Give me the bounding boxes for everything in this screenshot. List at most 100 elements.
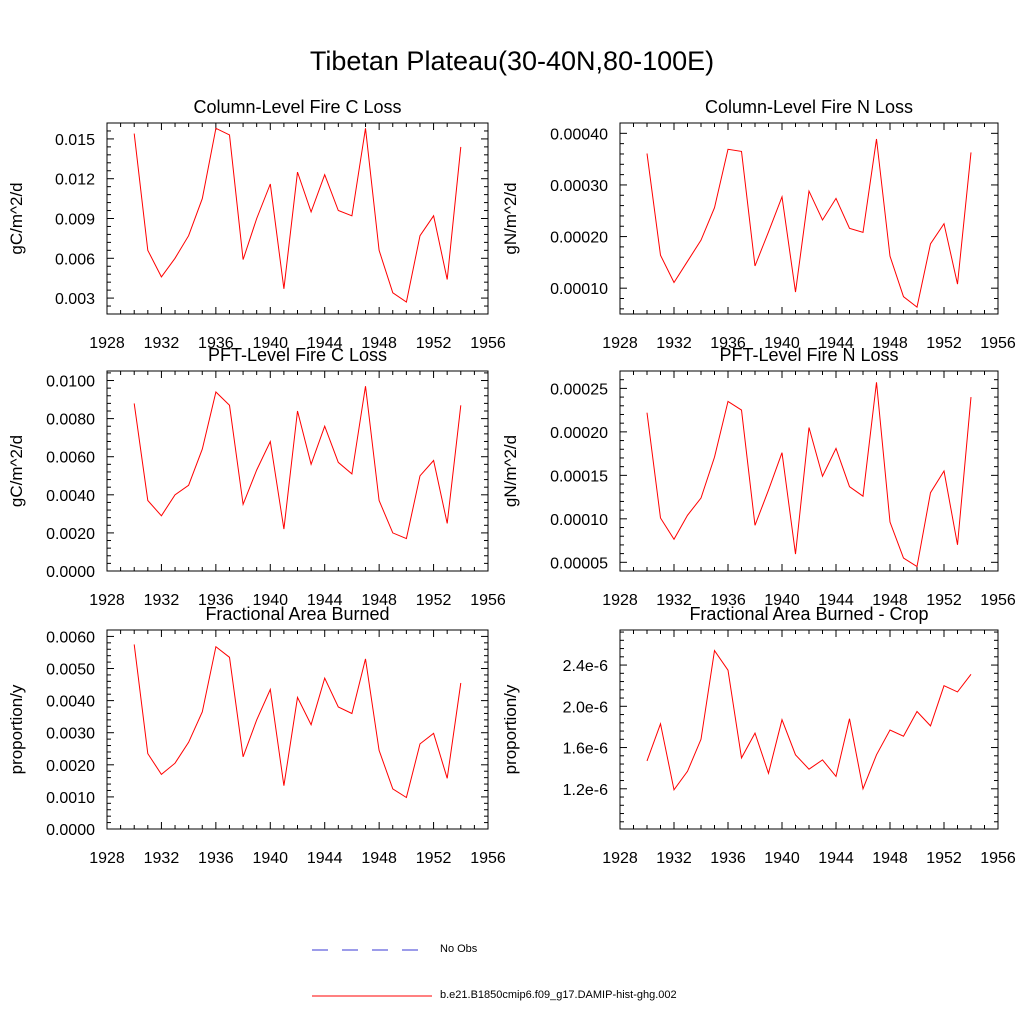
- y-axis-label: gC/m^2/d: [7, 182, 26, 254]
- x-tick-label: 1936: [198, 850, 234, 867]
- y-tick-label: 0.0060: [46, 629, 95, 646]
- y-tick-label: 0.0040: [46, 488, 95, 505]
- page-title: Tibetan Plateau(30-40N,80-100E): [309, 46, 715, 76]
- x-tick-label: 1932: [144, 335, 180, 352]
- chart-title: Fractional Area Burned: [205, 604, 389, 624]
- chart-panel-1: 1928 1932 1936 1940 1944 1948 1952 1956 0.003 0.0…: [7, 97, 506, 352]
- x-tick-label: 1944: [818, 335, 854, 352]
- x-tick-label: 1956: [470, 335, 506, 352]
- y-tick-label: 0.006: [55, 251, 95, 268]
- x-tick-label: 1956: [980, 335, 1016, 352]
- x-tick-label: 1932: [144, 850, 180, 867]
- x-tick-label: 1940: [764, 850, 800, 867]
- y-tick-label: 0.00030: [550, 178, 608, 195]
- y-axis-label: gN/m^2/d: [501, 435, 520, 507]
- y-tick-label: 0.009: [55, 212, 95, 229]
- x-tick-label: 1948: [872, 592, 908, 609]
- x-tick-label: 1952: [926, 335, 962, 352]
- x-tick-label: 1940: [764, 335, 800, 352]
- chart-panel-3: 1928 1932 1936 1940 1944 1948 1952 1956 0.0000 0.…: [7, 345, 506, 609]
- chart-title: PFT-Level Fire C Loss: [208, 345, 387, 365]
- chart-panel-2: 1928 1932 1936 1940 1944 1948 1952 1956 0.00010 0…: [501, 97, 1016, 352]
- y-tick-label: 0.0020: [46, 758, 95, 775]
- x-tick-label: 1944: [307, 335, 343, 352]
- x-tick-label: 1940: [252, 335, 288, 352]
- x-tick-label: 1948: [361, 592, 397, 609]
- y-tick-label: 2.4e-6: [563, 658, 608, 675]
- y-tick-label: 0.012: [55, 172, 95, 189]
- x-tick-label: 1932: [656, 335, 692, 352]
- chart-panel-5: 1928 1932 1936 1940 1944 1948 1952 1956 0.0000 0.…: [7, 604, 506, 867]
- x-tick-label: 1944: [307, 592, 343, 609]
- x-tick-label: 1956: [470, 850, 506, 867]
- x-tick-label: 1928: [89, 335, 125, 352]
- chart-panel-6: 1928 1932 1936 1940 1944 1948 1952 1956 1.2e-6 1.…: [501, 604, 1016, 867]
- x-tick-label: 1936: [710, 335, 746, 352]
- x-tick-label: 1928: [89, 592, 125, 609]
- y-axis-label: proportion/y: [7, 684, 26, 774]
- series-line: [133, 644, 462, 799]
- y-tick-label: 0.0010: [46, 790, 95, 807]
- x-tick-label: 1928: [602, 850, 638, 867]
- y-axis-label: gN/m^2/d: [501, 182, 520, 254]
- x-tick-label: 1940: [252, 850, 288, 867]
- x-tick-label: 1956: [980, 592, 1016, 609]
- chart-panel-4: 1928 1932 1936 1940 1944 1948 1952 1956 0.00005 0…: [501, 345, 1016, 609]
- y-tick-label: 0.00010: [550, 281, 608, 298]
- y-tick-label: 0.0020: [46, 526, 95, 543]
- x-tick-label: 1952: [416, 592, 452, 609]
- plot-frame: [619, 370, 999, 572]
- series-line: [133, 127, 462, 303]
- x-tick-label: 1948: [361, 335, 397, 352]
- x-tick-label: 1944: [818, 850, 854, 867]
- y-tick-label: 0.003: [55, 291, 95, 308]
- x-tick-label: 1952: [926, 592, 962, 609]
- y-axis-label: gC/m^2/d: [7, 435, 26, 507]
- series-line: [646, 649, 972, 792]
- y-tick-label: 0.0040: [46, 694, 95, 711]
- y-axis-label: proportion/y: [501, 684, 520, 774]
- x-tick-label: 1944: [307, 850, 343, 867]
- chart-title: PFT-Level Fire N Loss: [719, 345, 898, 365]
- y-tick-label: 0.00025: [550, 381, 608, 398]
- y-tick-label: 0.0030: [46, 726, 95, 743]
- chart-title: Column-Level Fire C Loss: [193, 97, 401, 117]
- y-tick-label: 0.00040: [550, 126, 608, 143]
- y-tick-label: 0.00020: [550, 425, 608, 442]
- x-tick-label: 1952: [416, 335, 452, 352]
- x-tick-label: 1932: [144, 592, 180, 609]
- x-tick-label: 1928: [602, 592, 638, 609]
- x-tick-label: 1948: [361, 850, 397, 867]
- x-tick-label: 1936: [198, 335, 234, 352]
- y-tick-label: 1.6e-6: [563, 741, 608, 758]
- x-tick-label: 1944: [818, 592, 854, 609]
- y-tick-label: 0.0000: [46, 822, 95, 839]
- y-tick-label: 0.015: [55, 132, 95, 149]
- x-tick-label: 1936: [198, 592, 234, 609]
- x-tick-label: 1940: [252, 592, 288, 609]
- x-tick-label: 1952: [926, 850, 962, 867]
- x-tick-label: 1956: [470, 592, 506, 609]
- x-tick-label: 1936: [710, 592, 746, 609]
- y-tick-label: 1.2e-6: [563, 782, 608, 799]
- x-tick-label: 1932: [656, 592, 692, 609]
- y-tick-label: 0.0050: [46, 662, 95, 679]
- y-tick-label: 2.0e-6: [563, 699, 608, 716]
- x-tick-label: 1936: [710, 850, 746, 867]
- y-tick-label: 0.00010: [550, 512, 608, 529]
- x-tick-label: 1928: [89, 850, 125, 867]
- plot-frame: [106, 370, 489, 572]
- y-tick-label: 0.0060: [46, 450, 95, 467]
- plot-frame: [106, 122, 489, 315]
- plot-frame: [619, 629, 999, 830]
- series-line: [646, 138, 972, 308]
- plot-frame: [106, 629, 489, 830]
- x-tick-label: 1952: [416, 850, 452, 867]
- plot-frame: [619, 122, 999, 315]
- chart-title: Column-Level Fire N Loss: [705, 97, 913, 117]
- x-tick-label: 1948: [872, 850, 908, 867]
- y-tick-label: 0.0100: [46, 374, 95, 391]
- x-tick-label: 1932: [656, 850, 692, 867]
- series-line: [133, 386, 462, 540]
